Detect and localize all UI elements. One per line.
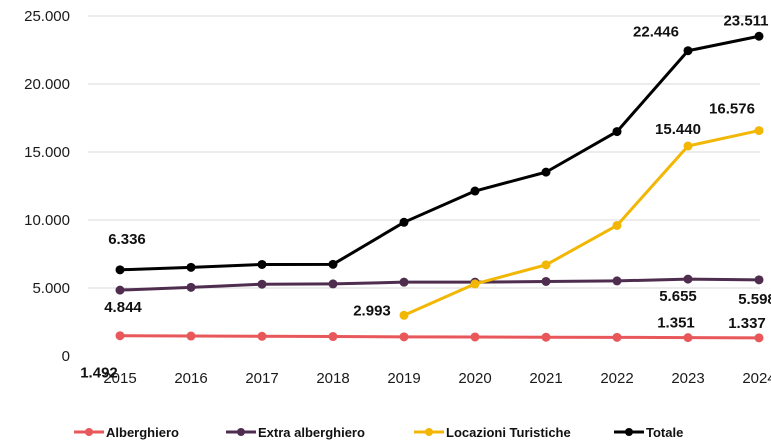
data-point-extra-alberghiero xyxy=(612,276,622,286)
legend-label: Totale xyxy=(646,425,683,440)
data-point-extra-alberghiero xyxy=(257,279,267,289)
y-tick-label: 0 xyxy=(62,348,70,365)
data-label-locazioni-turistiche: 15.440 xyxy=(655,121,701,138)
legend: Alberghiero Extra alberghiero Locazioni Tu… xyxy=(74,425,683,440)
data-point-extra-alberghiero xyxy=(328,279,338,289)
data-point-locazioni-turistiche xyxy=(541,260,551,270)
y-axis-tick-labels: 0 5.000 10.000 15.000 20.000 25.000 xyxy=(24,8,70,365)
series-line-extra-alberghiero xyxy=(119,277,760,292)
data-point-alberghiero xyxy=(683,333,693,343)
x-tick-label: 2023 xyxy=(671,370,704,387)
legend-swatch-marker xyxy=(425,428,433,436)
data-point-extra-alberghiero xyxy=(541,276,551,286)
legend-item-locazioni-turistiche: Locazioni Turistiche xyxy=(414,425,571,440)
data-point-locazioni-turistiche xyxy=(470,279,480,289)
data-point-locazioni-turistiche xyxy=(612,220,622,230)
x-tick-label: 2019 xyxy=(387,370,420,387)
legend-swatch-marker xyxy=(625,428,633,436)
x-tick-label: 2021 xyxy=(529,370,562,387)
data-point-totale xyxy=(754,31,764,41)
data-label-totale: 23.511 xyxy=(723,12,768,29)
data-point-alberghiero xyxy=(186,331,196,341)
legend-swatch-marker xyxy=(237,428,245,436)
data-label-totale: 22.446 xyxy=(633,24,679,41)
data-point-alberghiero xyxy=(257,331,267,341)
series-alberghiero xyxy=(115,331,764,343)
series-line-locazioni-turistiche xyxy=(403,129,760,317)
legend-label: Locazioni Turistiche xyxy=(446,425,571,440)
x-tick-label: 2020 xyxy=(458,370,491,387)
data-point-totale xyxy=(683,46,693,56)
data-label-alberghiero: 1.351 xyxy=(657,315,695,332)
data-label-extra-alberghiero: 4.844 xyxy=(104,299,142,316)
data-label-locazioni-turistiche: 2.993 xyxy=(353,302,391,319)
data-point-extra-alberghiero xyxy=(683,274,693,284)
legend-label: Alberghiero xyxy=(106,425,179,440)
data-point-totale xyxy=(328,259,338,269)
data-label-extra-alberghiero: 5.655 xyxy=(659,288,697,305)
data-point-alberghiero xyxy=(328,332,338,342)
y-tick-label: 10.000 xyxy=(24,212,70,229)
data-point-alberghiero xyxy=(399,332,409,342)
data-point-extra-alberghiero xyxy=(186,282,196,292)
gridlines xyxy=(88,15,760,289)
data-point-totale xyxy=(115,265,125,275)
data-point-locazioni-turistiche xyxy=(683,141,693,151)
x-tick-label: 2024 xyxy=(742,370,771,387)
x-tick-label: 2015 xyxy=(103,370,136,387)
series-totale xyxy=(115,31,764,275)
series-line-totale xyxy=(119,34,760,272)
data-point-extra-alberghiero xyxy=(754,275,764,285)
data-label-totale: 6.336 xyxy=(108,231,146,248)
x-axis-tick-labels: 2015 2016 2017 2018 2019 2020 2021 2022 2023 2024 xyxy=(103,370,771,387)
y-tick-label: 5.000 xyxy=(32,280,70,297)
x-tick-label: 2017 xyxy=(245,370,278,387)
data-label-alberghiero: 1.492 xyxy=(80,365,118,382)
data-point-totale xyxy=(470,186,480,196)
x-tick-label: 2022 xyxy=(600,370,633,387)
legend-item-totale: Totale xyxy=(614,425,683,440)
data-point-locazioni-turistiche xyxy=(754,126,764,136)
x-tick-label: 2016 xyxy=(174,370,207,387)
data-point-totale xyxy=(186,262,196,272)
data-point-totale xyxy=(257,259,267,269)
legend-item-alberghiero: Alberghiero xyxy=(74,425,179,440)
data-point-totale xyxy=(399,217,409,227)
legend-item-extra-alberghiero: Extra alberghiero xyxy=(226,425,365,440)
series-lines xyxy=(115,31,764,343)
series-locazioni-turistiche xyxy=(399,126,764,320)
data-label-alberghiero: 1.337 xyxy=(728,315,766,332)
data-labels: 1.492 1.351 1.337 4.844 5.655 5.598 2.993 15.44… xyxy=(80,12,771,381)
y-tick-label: 15.000 xyxy=(24,144,70,161)
data-point-alberghiero xyxy=(470,332,480,342)
data-point-extra-alberghiero xyxy=(399,277,409,287)
data-point-alberghiero xyxy=(754,333,764,343)
data-point-totale xyxy=(612,127,622,137)
y-tick-label: 20.000 xyxy=(24,76,70,93)
series-extra-alberghiero xyxy=(115,274,764,295)
data-point-alberghiero xyxy=(612,332,622,342)
y-tick-label: 25.000 xyxy=(24,8,70,25)
data-point-alberghiero xyxy=(115,331,125,341)
legend-label: Extra alberghiero xyxy=(258,425,365,440)
data-point-totale xyxy=(541,167,551,177)
x-tick-label: 2018 xyxy=(316,370,349,387)
series-line-alberghiero xyxy=(119,334,760,340)
legend-swatch-marker xyxy=(85,428,93,436)
data-label-extra-alberghiero: 5.598 xyxy=(738,291,771,308)
data-point-extra-alberghiero xyxy=(115,285,125,295)
data-point-locazioni-turistiche xyxy=(399,310,409,320)
data-label-locazioni-turistiche: 16.576 xyxy=(709,101,755,118)
data-point-alberghiero xyxy=(541,332,551,342)
